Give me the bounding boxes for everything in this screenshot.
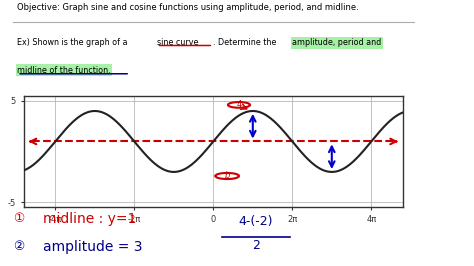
Text: . Determine the: . Determine the <box>213 38 279 47</box>
Text: b: b <box>224 172 230 181</box>
Text: midline : y=1: midline : y=1 <box>43 212 136 226</box>
Text: Objective: Graph sine and cosine functions using amplitude, period, and midline.: Objective: Graph sine and cosine functio… <box>17 3 359 12</box>
Text: midline of the function.: midline of the function. <box>17 66 111 75</box>
Text: ②: ② <box>13 240 24 253</box>
Text: 4-(-2): 4-(-2) <box>239 214 273 227</box>
Text: amplitude, period and: amplitude, period and <box>292 38 382 47</box>
Text: sine curve: sine curve <box>156 38 198 47</box>
Text: amplitude = 3: amplitude = 3 <box>43 240 142 254</box>
Text: ①: ① <box>13 212 24 225</box>
Text: Ex) Shown is the graph of a: Ex) Shown is the graph of a <box>17 38 130 47</box>
Text: 4: 4 <box>237 100 242 109</box>
Text: 2: 2 <box>252 239 260 252</box>
